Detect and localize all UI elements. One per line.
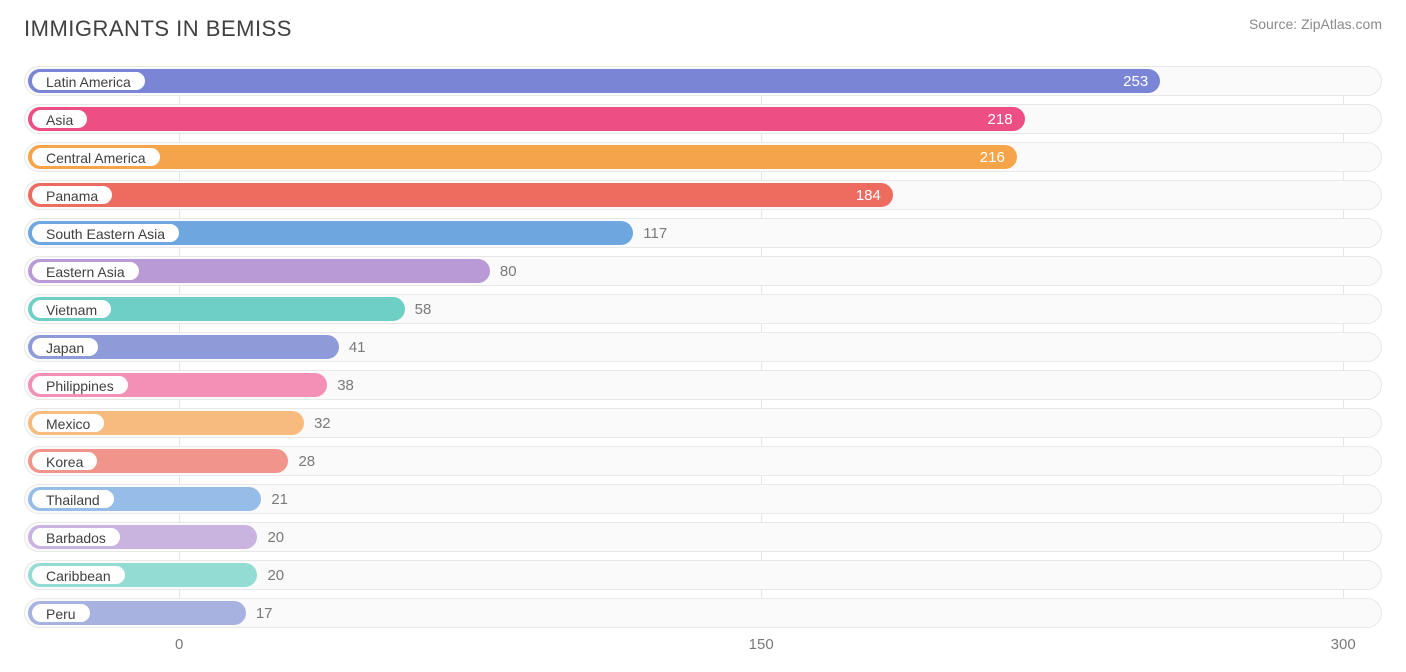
bar-category-label: Caribbean: [31, 565, 126, 585]
chart-header: IMMIGRANTS IN BEMISS Source: ZipAtlas.co…: [24, 16, 1382, 42]
bar-track: Korea 28: [24, 446, 1382, 476]
bar-track: Vietnam 58: [24, 294, 1382, 324]
bar-track: Thailand 21: [24, 484, 1382, 514]
bar-value-label: 17: [256, 599, 273, 629]
bar-category-label: Central America: [31, 147, 161, 167]
bar-track: Philippines 38: [24, 370, 1382, 400]
bar-fill: [28, 107, 1025, 131]
bar-value-label: 58: [415, 295, 432, 325]
bar-value-label: 28: [298, 447, 315, 477]
bar-value-label: 20: [267, 561, 284, 591]
chart-title: IMMIGRANTS IN BEMISS: [24, 16, 292, 42]
bar-value-label: 41: [349, 333, 366, 363]
bar-fill: [28, 69, 1160, 93]
bar-value-label: 218: [988, 105, 1013, 135]
bar-category-label: Latin America: [31, 71, 146, 91]
bar-category-label: Panama: [31, 185, 113, 205]
bar-category-label: Thailand: [31, 489, 115, 509]
bar-fill: [28, 183, 893, 207]
axis-tick-label: 0: [175, 636, 183, 653]
bar-track: Peru 17: [24, 598, 1382, 628]
bar-track: Latin America 253: [24, 66, 1382, 96]
bar-category-label: Eastern Asia: [31, 261, 140, 281]
bar-value-label: 32: [314, 409, 331, 439]
axis-tick-label: 150: [749, 636, 774, 653]
bar-category-label: Japan: [31, 337, 99, 357]
bar-track: South Eastern Asia 117: [24, 218, 1382, 248]
chart-bars: Latin America 253 Asia 218 Central America 21…: [24, 66, 1382, 628]
bar-category-label: Barbados: [31, 527, 121, 547]
bar-track: Asia 218: [24, 104, 1382, 134]
chart-source: Source: ZipAtlas.com: [1249, 16, 1382, 32]
bar-track: Central America 216: [24, 142, 1382, 172]
bar-value-label: 20: [267, 523, 284, 553]
bar-track: Japan 41: [24, 332, 1382, 362]
bar-value-label: 216: [980, 143, 1005, 173]
bar-category-label: Peru: [31, 603, 91, 623]
bar-category-label: South Eastern Asia: [31, 223, 180, 243]
chart-area: Latin America 253 Asia 218 Central America 21…: [24, 66, 1382, 656]
bar-category-label: Korea: [31, 451, 98, 471]
bar-category-label: Vietnam: [31, 299, 112, 319]
bar-category-label: Mexico: [31, 413, 105, 433]
bar-value-label: 80: [500, 257, 517, 287]
bar-value-label: 21: [271, 485, 288, 515]
bar-track: Caribbean 20: [24, 560, 1382, 590]
bar-fill: [28, 145, 1017, 169]
bar-value-label: 117: [643, 219, 667, 249]
bar-value-label: 38: [337, 371, 354, 401]
bar-track: Eastern Asia 80: [24, 256, 1382, 286]
bar-category-label: Philippines: [31, 375, 129, 395]
bar-track: Mexico 32: [24, 408, 1382, 438]
bar-value-label: 184: [856, 181, 881, 211]
bar-category-label: Asia: [31, 109, 88, 129]
bar-value-label: 253: [1123, 67, 1148, 97]
chart-x-axis: 0 150 300: [24, 636, 1382, 656]
bar-track: Panama 184: [24, 180, 1382, 210]
bar-track: Barbados 20: [24, 522, 1382, 552]
axis-tick-label: 300: [1331, 636, 1356, 653]
